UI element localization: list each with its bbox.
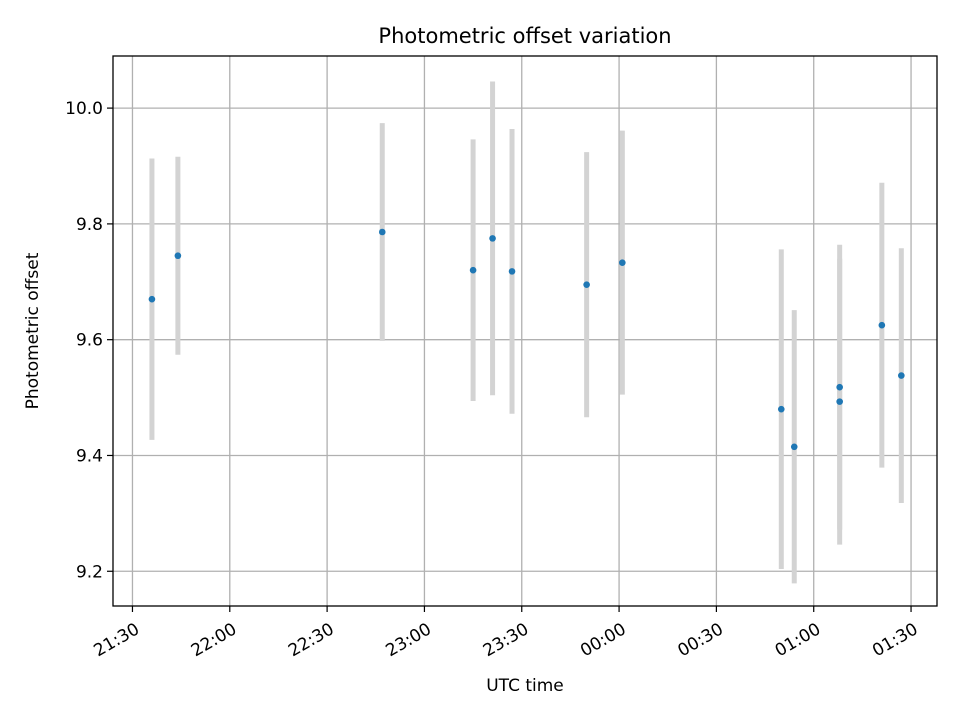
- chart-title: Photometric offset variation: [378, 24, 671, 48]
- y-tick-label: 9.4: [76, 446, 103, 466]
- data-point: [836, 383, 843, 391]
- data-point: [898, 372, 905, 379]
- data-point: [777, 405, 785, 413]
- x-tick-label: 23:30: [480, 619, 532, 661]
- data-point: [489, 235, 496, 242]
- y-tick-label: 9.2: [76, 562, 103, 582]
- x-tick-label: 00:30: [674, 619, 726, 661]
- y-tick-label: 9.8: [76, 215, 103, 235]
- x-tick-label: 21:30: [91, 619, 143, 661]
- data-point: [508, 268, 516, 275]
- data-point: [469, 266, 477, 274]
- data-point: [378, 228, 386, 236]
- data-point: [790, 443, 798, 451]
- data-point: [619, 259, 626, 266]
- x-axis-label: UTC time: [486, 676, 564, 696]
- x-axis-ticks: 21:30 22:00 22:30 23:00 23:30 00:00 00:30 01:00…: [91, 606, 922, 661]
- error-bars: [149, 81, 904, 584]
- data-point: [836, 398, 843, 405]
- y-tick-label: 9.6: [76, 331, 103, 351]
- y-axis-ticks: 9.2 9.4 9.6 9.8 10.0: [65, 99, 113, 582]
- x-tick-label: 00:00: [577, 619, 629, 661]
- x-tick-label: 22:30: [285, 619, 337, 661]
- data-points: [148, 228, 905, 451]
- y-tick-label: 10.0: [65, 99, 103, 119]
- plot-frame: [112, 55, 938, 607]
- x-tick-label: 23:00: [382, 619, 434, 661]
- data-point: [878, 321, 886, 329]
- x-tick-label: 01:30: [869, 619, 921, 661]
- grid: [113, 56, 937, 606]
- x-tick-label: 01:00: [772, 619, 824, 661]
- data-point: [583, 281, 590, 288]
- x-tick-label: 22:00: [188, 619, 240, 661]
- data-point: [148, 295, 156, 303]
- data-point: [174, 252, 182, 260]
- y-axis-label: Photometric offset: [23, 252, 43, 409]
